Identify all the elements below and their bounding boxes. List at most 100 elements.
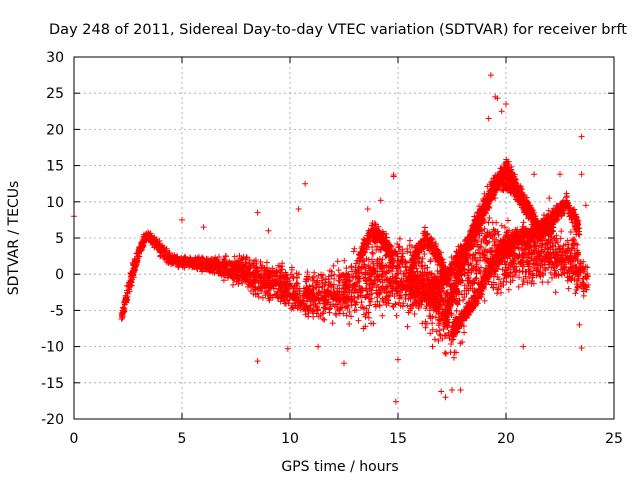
data-point-main-trace (548, 274, 555, 281)
data-point-main-trace (424, 264, 431, 271)
data-point-main-trace (520, 219, 527, 226)
data-point-main-trace (433, 328, 440, 335)
data-point-main-trace (253, 264, 260, 271)
data-point-main-trace (295, 271, 302, 278)
data-point-main-trace (399, 259, 406, 266)
data-point-main-trace (539, 257, 546, 264)
data-point-main-trace (404, 323, 411, 330)
data-point-main-trace (370, 250, 377, 257)
data-point-main-trace (552, 246, 559, 253)
data-point-main-trace (509, 273, 516, 280)
data-point-main-trace (380, 298, 387, 305)
data-point-main-trace (545, 279, 552, 286)
data-point-main-trace (505, 264, 512, 271)
data-point-main-trace (250, 290, 257, 297)
data-point-main-trace (359, 304, 366, 311)
data-point-main-trace (373, 289, 380, 296)
data-point-main-trace (325, 273, 332, 280)
data-point-main-trace (348, 313, 355, 320)
data-point-main-trace (358, 299, 365, 306)
data-point-main-trace (461, 329, 468, 336)
data-point-main-trace (404, 302, 411, 309)
data-point-main-trace (287, 283, 294, 290)
data-point-main-trace (327, 303, 334, 310)
data-point-main-trace (346, 309, 353, 315)
data-point-main-trace (530, 264, 537, 271)
data-point-main-trace (560, 242, 567, 249)
data-point-main-trace (490, 226, 497, 233)
data-point-main-trace (485, 219, 492, 226)
data-point-main-trace (322, 279, 329, 286)
data-point-main-trace (516, 267, 523, 274)
data-point-main-trace (442, 332, 449, 339)
data-point-main-trace (243, 254, 250, 261)
data-point-main-trace (343, 312, 350, 319)
data-point-main-trace (319, 315, 326, 322)
data-point-main-trace (411, 311, 418, 318)
data-point-main-trace (128, 276, 135, 283)
data-point-main-trace (465, 281, 472, 288)
data-point-main-trace (359, 270, 366, 277)
data-point-main-trace (382, 295, 389, 302)
data-point-main-trace (328, 272, 335, 279)
data-point-main-trace (336, 307, 343, 314)
data-point-main-trace (239, 280, 246, 287)
chart-title: Day 248 of 2011, Sidereal Day-to-day VTE… (49, 22, 627, 38)
data-point-main-trace (421, 250, 428, 257)
data-point-main-trace (266, 297, 273, 304)
data-point-main-trace (321, 316, 328, 323)
data-point-main-trace (524, 254, 531, 261)
data-point-main-trace (567, 252, 574, 259)
data-point-main-trace (521, 249, 528, 256)
data-point-main-trace (231, 253, 238, 260)
data-point-main-trace (376, 276, 383, 283)
data-point-main-trace (235, 280, 242, 287)
data-point-main-trace (468, 269, 475, 276)
data-point-main-trace (545, 264, 552, 271)
data-point-main-trace (290, 284, 297, 291)
data-point-main-trace (379, 312, 386, 319)
data-point-main-trace (203, 255, 210, 262)
data-point-main-trace (565, 267, 572, 274)
data-point-main-trace (501, 224, 508, 231)
data-points (71, 72, 592, 405)
data-point-main-trace (245, 281, 252, 288)
data-point-main-trace (257, 284, 264, 291)
data-point-main-trace (382, 262, 389, 269)
data-point-main-trace (400, 250, 407, 257)
data-point-main-trace (574, 270, 581, 277)
data-point-main-trace (499, 266, 506, 273)
data-point-main-trace (178, 254, 185, 261)
data-point-main-trace (398, 275, 405, 282)
data-point-main-trace (533, 257, 540, 264)
data-point-main-trace (293, 274, 300, 281)
data-point-main-trace (487, 230, 494, 237)
data-point-main-trace (257, 258, 264, 265)
data-point-main-trace (381, 288, 388, 295)
data-point-main-trace (304, 269, 311, 276)
data-point-main-trace (473, 263, 480, 270)
data-point-main-trace (289, 273, 296, 280)
data-point-main-trace (329, 320, 336, 327)
data-point-main-trace (477, 257, 484, 264)
data-point-main-trace (505, 286, 512, 293)
data-point-main-trace (325, 298, 332, 305)
data-point-main-trace (494, 286, 501, 293)
data-point-main-trace (330, 275, 337, 282)
data-point-main-trace (350, 248, 357, 255)
data-point-main-trace (252, 267, 259, 274)
data-point-main-trace (574, 247, 581, 254)
data-point-main-trace (465, 274, 472, 281)
data-point-main-trace (561, 257, 568, 264)
data-point-main-trace (519, 281, 526, 288)
data-point-main-trace (396, 235, 403, 242)
data-point-main-trace (492, 230, 499, 237)
data-point-main-trace (393, 312, 400, 319)
data-point-main-trace (507, 269, 514, 276)
data-point-main-trace (429, 326, 436, 333)
data-point-main-trace (285, 300, 292, 307)
data-point-main-trace (570, 269, 577, 276)
data-point-main-trace (293, 279, 300, 286)
data-point-main-trace (253, 260, 260, 267)
data-point-main-trace (513, 267, 520, 274)
